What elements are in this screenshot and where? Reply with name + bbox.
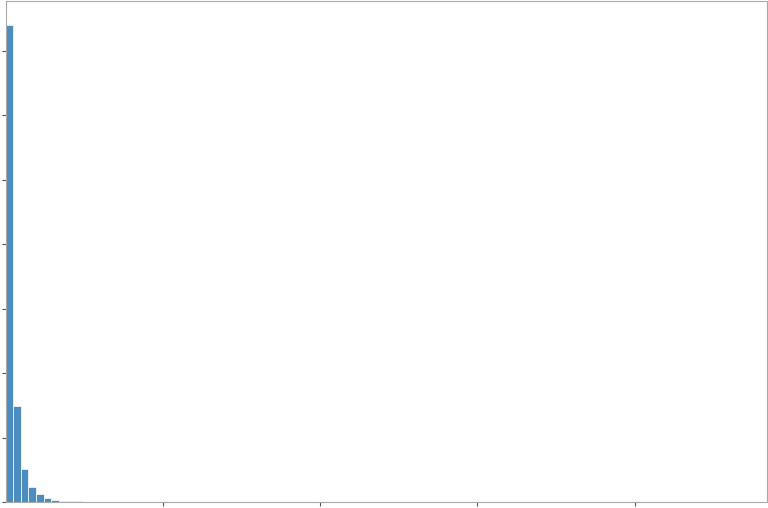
Bar [44, 498, 51, 502]
Bar [51, 499, 59, 502]
Bar [74, 501, 81, 502]
Bar [5, 25, 13, 502]
Bar [59, 501, 67, 502]
Bar [36, 494, 44, 502]
Bar [28, 487, 36, 502]
Bar [67, 501, 74, 502]
Bar [13, 406, 21, 502]
Bar [21, 469, 28, 502]
